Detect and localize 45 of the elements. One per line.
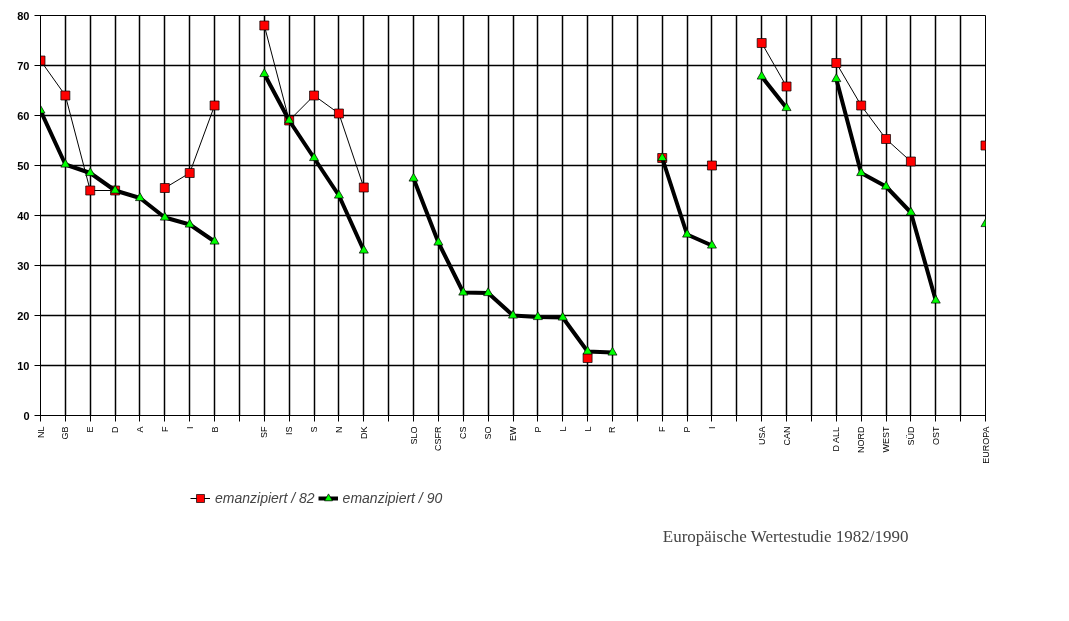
y-tick-label: 70 <box>17 59 30 72</box>
x-tick-label: P <box>682 426 693 433</box>
x-tick-label: R <box>607 426 618 433</box>
x-tick-label: F <box>159 426 170 432</box>
x-tick-label: SÜD <box>905 426 916 446</box>
x-tick-label: WEST <box>881 426 892 453</box>
x-tick-label: CSFR <box>433 426 444 451</box>
x-tick-label: S <box>309 426 320 433</box>
x-tick-label: F <box>657 426 668 432</box>
x-tick-label: USA <box>756 426 767 446</box>
x-tick-label: DK <box>358 426 369 439</box>
x-tick-label: B <box>209 426 220 433</box>
x-tick-label: NORD <box>856 426 867 453</box>
x-tick-label: CAN <box>781 426 792 446</box>
x-tick-label: EW <box>508 425 518 441</box>
x-tick-label: EUROPA <box>980 426 991 464</box>
y-tick-label: 0 <box>23 409 30 422</box>
y-tick-label: 80 <box>17 9 30 22</box>
x-tick-label: I <box>706 426 717 429</box>
x-tick-label: NL <box>35 426 46 438</box>
x-tick-label: A <box>134 426 145 433</box>
x-tick-label: P <box>532 426 543 433</box>
legend-label: emanzipiert / 82 <box>215 490 315 506</box>
x-tick-label: IS <box>284 426 295 435</box>
x-tick-label: I <box>184 426 195 429</box>
text: Europäische Wertestudie 1982/1990 <box>662 526 909 546</box>
legend-label: emanzipiert / 90 <box>342 490 443 506</box>
x-tick-label: CS <box>458 426 469 439</box>
x-tick-label: D ALL <box>831 426 842 452</box>
y-tick-label: 20 <box>17 309 30 322</box>
x-tick-label: SO <box>483 426 494 440</box>
x-tick-label: GB <box>60 426 71 440</box>
y-tick-label: 30 <box>17 259 30 272</box>
x-tick-label: L <box>557 426 568 432</box>
x-tick-label: SLO <box>408 426 419 445</box>
y-tick-label: 60 <box>17 109 30 122</box>
y-tick-label: 10 <box>17 359 30 372</box>
x-tick-label: SF <box>259 426 270 438</box>
x-tick-label: N <box>333 426 344 433</box>
y-tick-label: 50 <box>17 159 30 172</box>
x-tick-label: D <box>110 426 121 433</box>
x-tick-label: OST <box>930 426 941 445</box>
y-tick-label: 40 <box>17 209 30 222</box>
x-tick-label: E <box>85 426 96 433</box>
x-tick-label: L <box>582 426 593 432</box>
